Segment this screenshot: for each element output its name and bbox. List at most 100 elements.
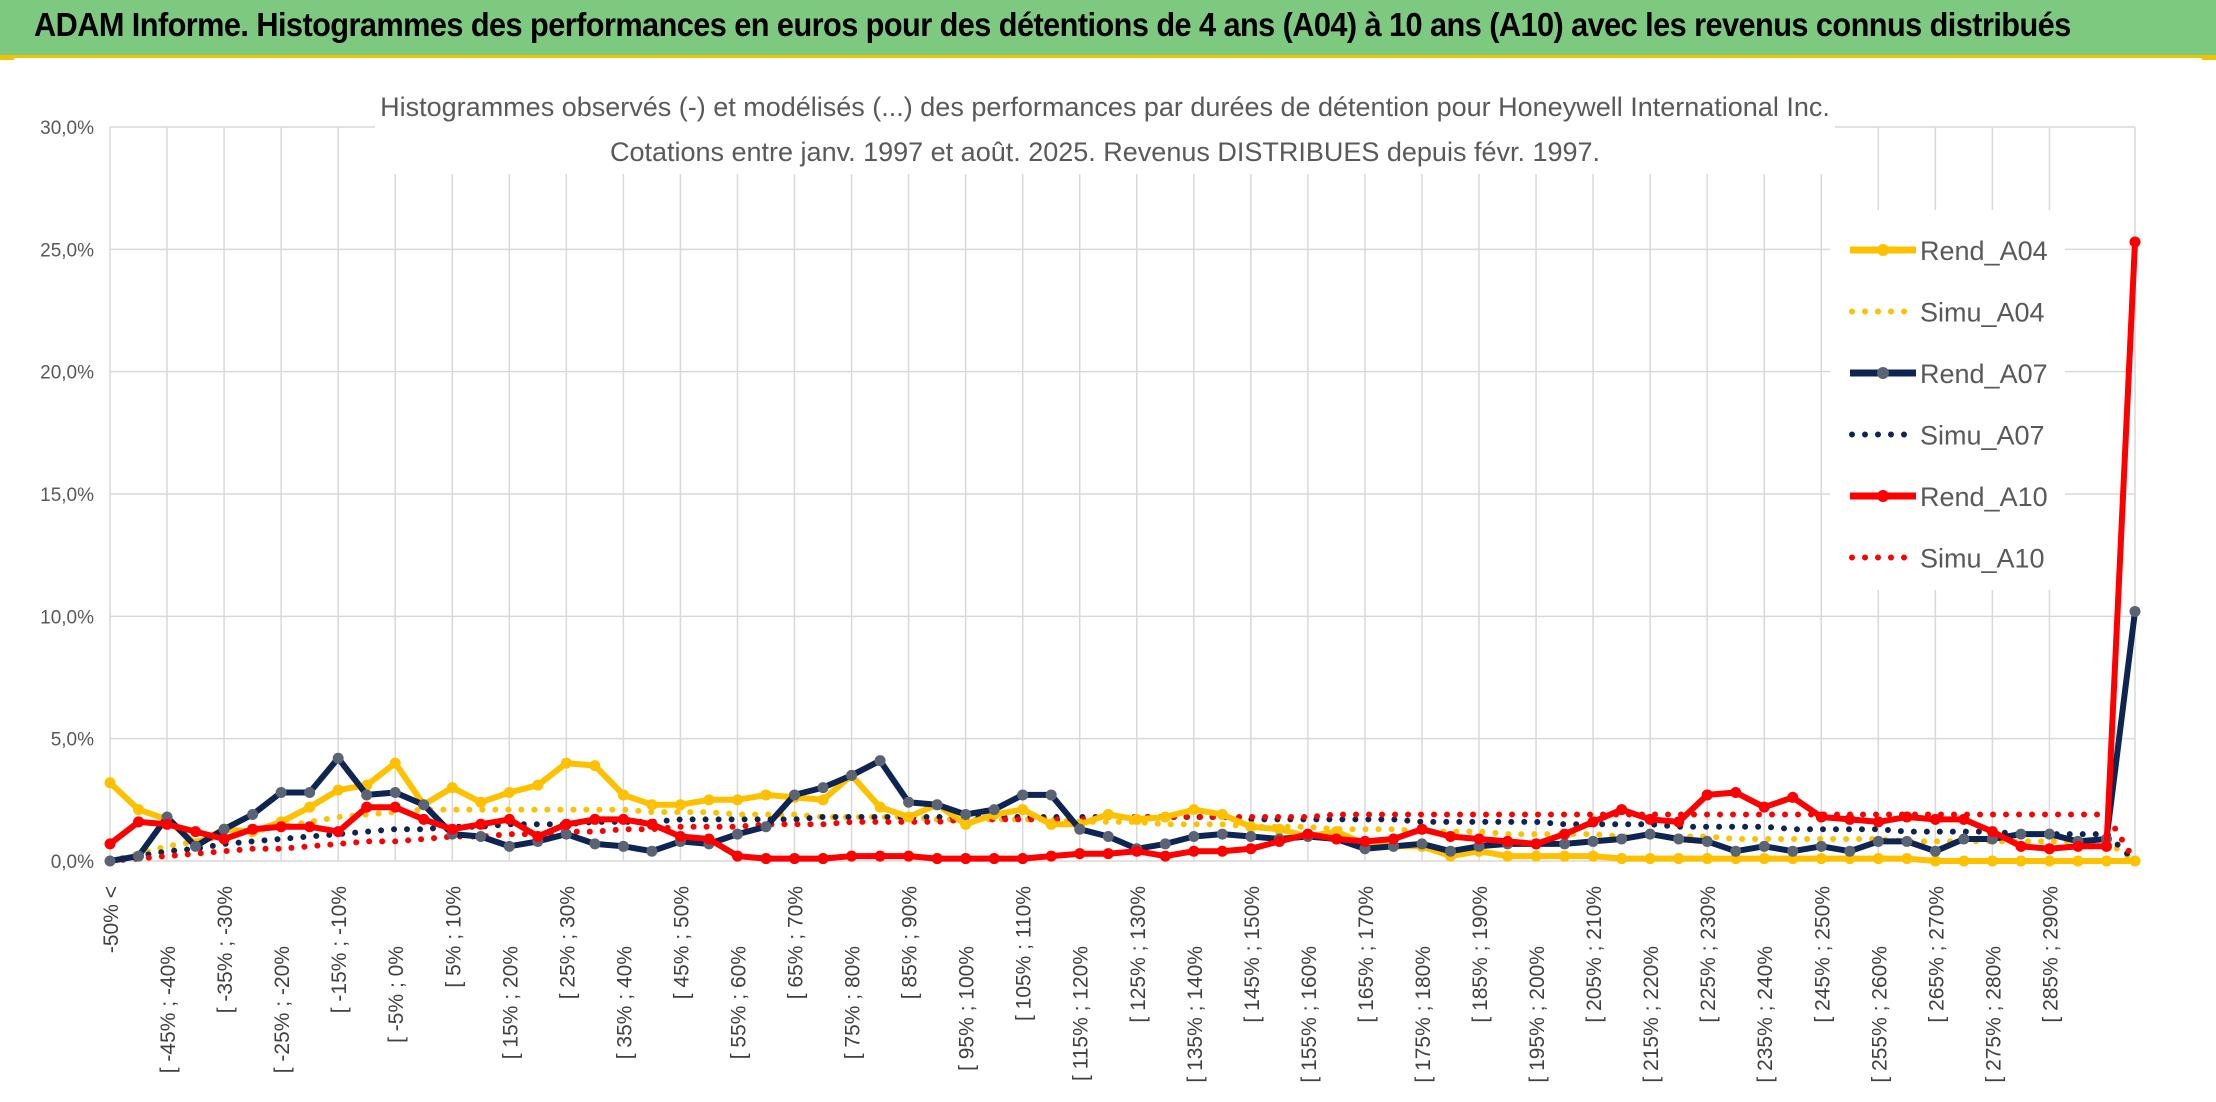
x-tick-label: [ 175% ; 180% [1412,946,1435,1083]
data-point [903,796,915,808]
legend-item: Rend_A04 [1850,236,2048,266]
legend-item: Rend_A07 [1850,359,2048,389]
x-tick-label: [ 225% ; 230% [1697,886,1720,1023]
data-point [703,794,715,806]
data-point [1929,813,1941,825]
data-point [247,823,259,835]
legend-marker [1877,244,1889,256]
data-point [988,853,1000,865]
series-lines [104,236,2141,867]
data-point [589,760,601,772]
x-tick-label: [ 135% ; 140% [1184,946,1207,1083]
legend-label: Rend_A07 [1920,359,2048,389]
data-point [1958,833,1970,845]
data-point [1730,845,1742,857]
data-point [1986,855,1998,867]
data-point [1074,848,1086,860]
data-point [2100,855,2112,867]
report-title: ADAM Informe. Histogrammes des performan… [34,6,2071,43]
data-point [960,818,972,830]
x-tick-label: [ 115% ; 120% [1070,946,1093,1081]
data-point [133,804,145,816]
legend-item: Simu_A10 [1849,544,2045,574]
data-point [731,794,743,806]
data-point [874,801,886,813]
legend-label: Simu_A10 [1920,544,2045,574]
data-point [1416,823,1428,835]
data-point [247,809,259,821]
data-point [304,786,316,798]
data-point [1045,789,1057,801]
data-point [589,838,601,850]
x-tick-label: [ 85% ; 90% [899,886,922,999]
data-point [1045,850,1057,862]
data-point [1616,804,1628,816]
data-point [846,769,858,781]
data-point [1815,853,1827,865]
data-point [1701,853,1713,865]
x-tick-label: [ -15% ; -10% [328,886,351,1013]
data-point [1986,826,1998,838]
data-point [1188,804,1200,816]
x-tick-label: [ 55% ; 60% [727,946,750,1059]
x-tick-label: [ 255% ; 260% [1868,946,1891,1083]
data-point [418,813,430,825]
data-point [532,779,544,791]
data-point [1216,828,1228,840]
data-point [218,833,230,845]
data-point [2043,828,2055,840]
data-point [275,786,287,798]
data-point [1502,850,1514,862]
x-tick-label: [ 45% ; 50% [670,886,693,999]
data-point [1644,853,1656,865]
data-point [560,828,572,840]
x-tick-label: [ 105% ; 110% [1013,886,1036,1021]
data-point [304,821,316,833]
y-tick-label: 25,0% [40,240,94,261]
data-point [1444,831,1456,843]
data-point [1787,845,1799,857]
legend-background [1830,210,2065,590]
data-point [760,821,772,833]
data-point [988,804,1000,816]
x-tick-label: [ 25% ; 30% [556,886,579,999]
data-point [1245,821,1257,833]
data-point [503,840,515,852]
x-tick-label: [ 75% ; 80% [842,946,865,1059]
data-point [1844,845,1856,857]
data-point [1102,809,1114,821]
data-point [1901,853,1913,865]
data-point [1872,816,1884,828]
series-rend-a10 [104,236,2141,865]
data-point [190,826,202,838]
data-point [1530,838,1542,850]
data-point [1673,853,1685,865]
data-point [1387,833,1399,845]
data-point [1330,833,1342,845]
legend: Rend_A04 Simu_A04 Rend_A07 Simu_A07 Rend_A10… [1830,210,2065,590]
data-point [731,850,743,862]
data-point [760,789,772,801]
x-tick-label: -50% < [100,886,123,953]
data-point [1758,840,1770,852]
data-point [1958,855,1970,867]
data-point [1045,818,1057,830]
data-point [646,845,658,857]
data-point [1587,835,1599,847]
data-point [133,850,145,862]
data-point [2100,840,2112,852]
data-point [503,786,515,798]
data-point [361,789,373,801]
data-point [617,840,629,852]
data-point [960,809,972,821]
x-axis-ticks: -50% < [ -45% ; -40% [ -35% ; -30% [ -25% ;… [100,886,2062,1083]
y-tick-label: 30,0% [40,118,94,139]
data-point [1159,838,1171,850]
data-point [1502,835,1514,847]
data-point [1844,813,1856,825]
data-point [1559,850,1571,862]
data-point [1559,838,1571,850]
data-point [104,855,116,867]
